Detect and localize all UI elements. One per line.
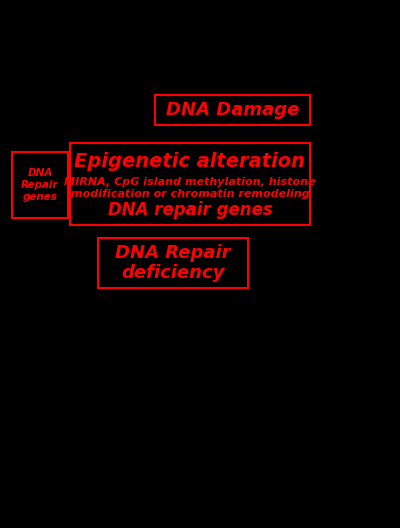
Text: MIRNA, CpG island methylation, histone
modification or chromatin remodeling: MIRNA, CpG island methylation, histone m… xyxy=(64,177,316,199)
Bar xyxy=(70,143,310,225)
Text: DNA Damage: DNA Damage xyxy=(166,101,299,119)
Text: Epigenetic alteration: Epigenetic alteration xyxy=(74,152,306,171)
Text: DNA
Repair
genes: DNA Repair genes xyxy=(21,168,59,202)
Text: DNA repair genes: DNA repair genes xyxy=(108,201,272,219)
Bar xyxy=(12,152,68,218)
Bar xyxy=(98,238,248,288)
Bar xyxy=(155,95,310,125)
Text: DNA Repair
deficiency: DNA Repair deficiency xyxy=(115,243,231,282)
